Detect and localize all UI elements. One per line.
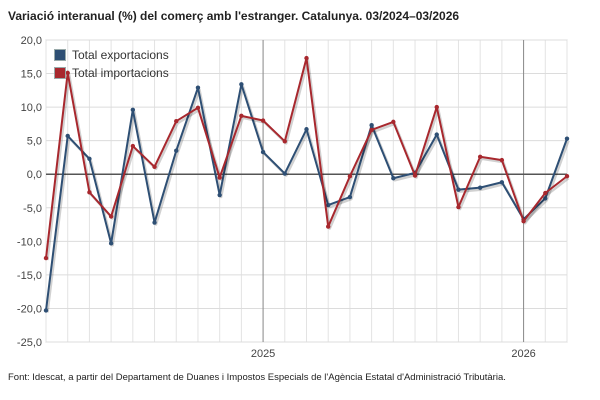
data-point-imports [239, 113, 244, 119]
data-point-exports [87, 156, 92, 161]
data-point-imports [260, 118, 266, 123]
data-point-exports [260, 149, 266, 155]
legend-swatch-exports [54, 49, 66, 61]
data-point-exports [130, 107, 136, 112]
y-tick-label: -15,0 [17, 270, 42, 282]
chart-title: Variació interanual (%) del comerç amb l… [8, 9, 460, 23]
data-point-exports [347, 194, 353, 200]
data-point-imports [521, 219, 526, 224]
data-point-exports [391, 176, 396, 181]
data-point-imports [477, 154, 483, 159]
y-tick-label: -20,0 [17, 303, 42, 315]
data-point-exports [195, 85, 201, 90]
data-point-exports [282, 171, 287, 176]
legend-label-imports: Total importacions [72, 66, 169, 80]
data-point-imports [412, 173, 418, 178]
data-point-imports [369, 127, 374, 133]
y-tick-label: 5,0 [27, 136, 42, 148]
data-point-exports [43, 308, 49, 313]
data-point-exports [174, 148, 179, 153]
data-point-imports [174, 119, 179, 124]
data-point-exports [434, 132, 439, 137]
y-tick-label: -25,0 [17, 337, 42, 349]
y-tick-label: 10,0 [21, 102, 42, 114]
data-point-exports [108, 241, 114, 246]
data-point-imports [217, 175, 222, 180]
data-point-imports [543, 190, 548, 196]
legend: Total exportacions Total importacions [54, 46, 169, 82]
x-tick-label: 2025 [251, 348, 275, 360]
data-point-imports [499, 157, 505, 163]
data-point-exports [326, 202, 331, 208]
data-point-imports [108, 214, 114, 219]
data-point-imports [65, 70, 70, 76]
data-point-imports [87, 190, 92, 195]
y-tick-label: -5,0 [23, 203, 42, 215]
y-tick-label: 0,0 [27, 169, 42, 181]
source-footnote: Font: Idescat, a partir del Departament … [8, 372, 506, 383]
data-point-imports [326, 224, 331, 229]
data-point-exports [456, 187, 461, 192]
legend-swatch-imports [54, 67, 66, 79]
data-point-imports [564, 174, 570, 179]
data-point-imports [130, 143, 136, 149]
data-point-exports [543, 196, 548, 201]
data-point-imports [195, 105, 201, 110]
data-point-imports [282, 139, 287, 144]
data-point-imports [304, 55, 309, 61]
legend-item-exports[interactable]: Total exportacions [54, 46, 169, 64]
data-point-exports [564, 136, 570, 141]
data-point-exports [304, 127, 309, 132]
data-point-exports [477, 185, 483, 190]
data-point-imports [43, 255, 49, 261]
data-point-imports [391, 119, 396, 125]
data-point-exports [65, 133, 70, 139]
y-tick-label: 20,0 [21, 35, 42, 47]
legend-item-imports[interactable]: Total importacions [54, 64, 169, 82]
x-tick-label: 2026 [511, 348, 535, 360]
legend-label-exports: Total exportacions [72, 48, 169, 62]
data-point-imports [456, 204, 461, 210]
data-point-exports [499, 180, 505, 185]
data-point-imports [434, 104, 439, 110]
data-point-imports [347, 174, 353, 179]
y-tick-label: 15,0 [21, 69, 42, 81]
data-point-exports [369, 123, 374, 128]
data-point-exports [239, 82, 244, 87]
data-point-exports [152, 220, 157, 225]
y-tick-label: -10,0 [17, 236, 42, 248]
data-point-imports [152, 164, 157, 170]
data-point-exports [217, 192, 222, 198]
